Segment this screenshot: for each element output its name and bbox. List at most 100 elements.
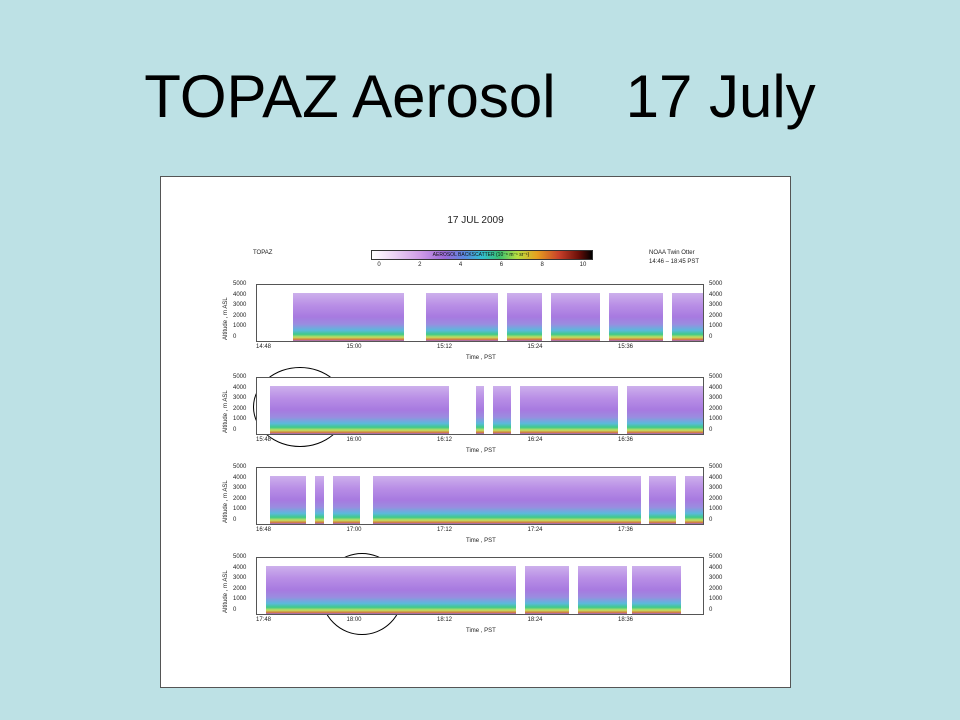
y-tick: 4000 bbox=[233, 384, 247, 391]
x-axis-label: Time , PST bbox=[466, 628, 496, 634]
y-tick: 0 bbox=[709, 516, 713, 523]
data-gap bbox=[257, 378, 271, 434]
y-tick: 0 bbox=[233, 516, 237, 523]
y-tick: 1000 bbox=[233, 416, 247, 422]
y-tick: 0 bbox=[709, 333, 713, 340]
x-tick: 17:00 bbox=[346, 527, 362, 533]
y-tick: 0 bbox=[233, 606, 237, 613]
data-gap bbox=[323, 468, 333, 524]
slide-title-main: TOPAZ Aerosol bbox=[144, 63, 556, 130]
colorbar: AEROSOL BACKSCATTER (10⁻⁶ m⁻¹ sr⁻¹) 0 2 4 6… bbox=[371, 250, 593, 278]
x-tick: 16:00 bbox=[346, 437, 362, 443]
data-gap bbox=[448, 378, 476, 434]
x-tick: 17:24 bbox=[527, 527, 543, 533]
x-axis-label: Time , PST bbox=[466, 355, 496, 361]
y-tick: 2000 bbox=[233, 312, 247, 319]
source-time-range: 14:46 – 18:45 PST bbox=[649, 259, 700, 265]
y-tick: 4000 bbox=[233, 564, 247, 571]
y-axis-label: Altitude , m ASL bbox=[223, 390, 229, 433]
x-tick: 15:48 bbox=[256, 437, 272, 443]
x-tick: 15:24 bbox=[527, 344, 543, 350]
slide-title-date: 17 July bbox=[625, 63, 816, 130]
x-tick: 16:48 bbox=[256, 527, 272, 533]
y-tick: 2000 bbox=[709, 312, 723, 319]
backscatter-fill bbox=[257, 292, 703, 341]
data-gap bbox=[627, 558, 632, 614]
lidar-figure: 17 JUL 2009 TOPAZ NOAA Twin Otter 14:46 … bbox=[160, 176, 791, 688]
y-tick: 4000 bbox=[709, 564, 723, 571]
backscatter-fill bbox=[257, 565, 703, 614]
y-tick: 0 bbox=[233, 426, 237, 433]
colorbar-tick: 4 bbox=[458, 262, 463, 268]
slide-title: TOPAZ Aerosol 17 July bbox=[0, 62, 960, 131]
y-tick: 5000 bbox=[709, 374, 723, 380]
data-gap bbox=[618, 378, 628, 434]
y-tick: 1000 bbox=[233, 506, 247, 512]
y-tick: 5000 bbox=[709, 281, 723, 287]
y-tick: 3000 bbox=[709, 395, 723, 401]
source-label: NOAA Twin Otter 14:46 – 18:45 PST bbox=[649, 249, 699, 267]
y-tick: 4000 bbox=[233, 291, 247, 298]
y-tick: 2000 bbox=[709, 405, 723, 412]
y-tick: 0 bbox=[709, 426, 713, 433]
x-tick: 18:36 bbox=[618, 617, 634, 623]
x-tick: 16:24 bbox=[527, 437, 543, 443]
data-gap bbox=[511, 378, 521, 434]
y-tick: 1000 bbox=[233, 596, 247, 602]
colorbar-title: AEROSOL BACKSCATTER (10⁻⁶ m⁻¹ sr⁻¹) bbox=[432, 252, 530, 258]
station-label: TOPAZ bbox=[253, 250, 273, 256]
data-gap bbox=[542, 285, 552, 341]
backscatter-panel bbox=[256, 467, 704, 525]
backscatter-panel bbox=[256, 284, 704, 342]
y-tick: 2000 bbox=[709, 585, 723, 592]
x-axis-label: Time , PST bbox=[466, 538, 496, 544]
x-tick: 16:12 bbox=[437, 437, 453, 443]
y-tick: 5000 bbox=[233, 281, 247, 287]
x-tick: 17:12 bbox=[437, 527, 453, 533]
data-gap bbox=[484, 378, 494, 434]
data-gap bbox=[257, 468, 271, 524]
x-tick: 15:12 bbox=[437, 344, 453, 350]
backscatter-fill bbox=[257, 385, 703, 434]
y-tick: 1000 bbox=[709, 416, 723, 422]
y-tick: 1000 bbox=[709, 506, 723, 512]
y-tick: 5000 bbox=[233, 464, 247, 470]
colorbar-tick: 2 bbox=[418, 262, 422, 268]
y-axis-label: Altitude , m ASL bbox=[223, 297, 229, 340]
colorbar-ticks: 0 2 4 6 8 10 bbox=[371, 262, 591, 270]
y-tick: 3000 bbox=[709, 575, 723, 581]
backscatter-panel bbox=[256, 557, 704, 615]
y-tick: 1000 bbox=[233, 323, 247, 329]
y-tick: 1000 bbox=[709, 323, 723, 329]
y-tick: 2000 bbox=[233, 495, 247, 502]
y-tick: 3000 bbox=[233, 395, 247, 401]
y-tick: 4000 bbox=[709, 291, 723, 298]
data-gap bbox=[676, 468, 686, 524]
y-tick: 4000 bbox=[233, 474, 247, 481]
y-tick: 0 bbox=[233, 333, 237, 340]
y-tick: 2000 bbox=[709, 495, 723, 502]
y-tick: 5000 bbox=[233, 374, 247, 380]
y-tick: 0 bbox=[709, 606, 713, 613]
y-tick: 4000 bbox=[709, 474, 723, 481]
y-tick: 4000 bbox=[709, 384, 723, 391]
x-tick: 18:00 bbox=[346, 617, 362, 623]
data-gap bbox=[359, 468, 373, 524]
y-tick: 3000 bbox=[709, 302, 723, 308]
colorbar-scale bbox=[371, 250, 593, 260]
x-tick: 18:12 bbox=[437, 617, 453, 623]
colorbar-tick: 10 bbox=[579, 262, 587, 268]
x-tick: 15:36 bbox=[618, 344, 634, 350]
backscatter-panel bbox=[256, 377, 704, 435]
data-gap bbox=[257, 285, 293, 341]
y-tick: 5000 bbox=[709, 464, 723, 470]
y-tick: 3000 bbox=[233, 575, 247, 581]
source-aircraft: NOAA Twin Otter bbox=[649, 250, 695, 256]
colorbar-tick: 6 bbox=[499, 262, 504, 268]
y-tick: 5000 bbox=[709, 554, 723, 560]
data-gap bbox=[404, 285, 427, 341]
data-gap bbox=[600, 285, 610, 341]
x-tick: 17:48 bbox=[256, 617, 272, 623]
data-gap bbox=[515, 558, 525, 614]
x-axis-label: Time , PST bbox=[466, 448, 496, 454]
